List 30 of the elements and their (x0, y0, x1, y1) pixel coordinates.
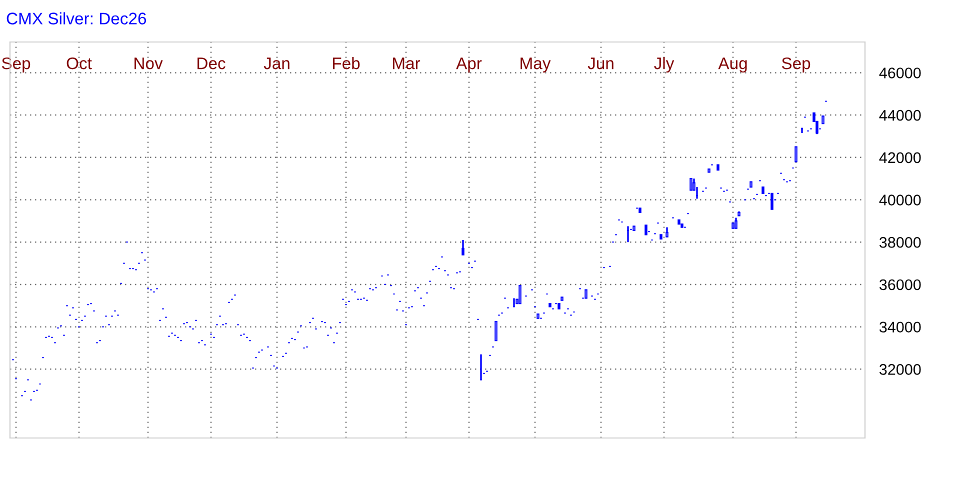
x-tick-label: Mar (393, 58, 420, 70)
x-tick-label: Jun (588, 58, 614, 70)
candlestick (794, 146, 798, 162)
x-tick-label: May (520, 58, 551, 73)
candlestick (770, 192, 774, 210)
chart-title: CMX Silver: Dec26 (6, 12, 146, 24)
candlestick (690, 178, 692, 191)
x-tick-label: Oct (66, 57, 92, 70)
candlestick (494, 320, 498, 342)
x-tick-label: Dec (198, 58, 226, 70)
y-tick-label: 34000 (879, 322, 921, 333)
candlestick (666, 226, 668, 238)
y-tick-label: 38000 (879, 236, 921, 248)
candlestick (518, 284, 522, 304)
x-tick-label: Apr (456, 58, 482, 73)
y-tick-label: 42000 (879, 152, 921, 164)
y-tick-label: 40000 (879, 194, 921, 206)
candlestick (734, 216, 738, 230)
candlestick (462, 239, 464, 256)
y-tick-label: 32000 (879, 364, 921, 375)
x-tick-label: Jly (654, 57, 674, 73)
y-tick-label: 46000 (879, 68, 921, 78)
x-tick-label: Aug (718, 58, 747, 73)
candlestick (644, 224, 648, 236)
x-tick-label: Feb (333, 57, 360, 70)
x-tick-label: Sep (782, 57, 810, 73)
y-tick-label: 44000 (879, 110, 921, 121)
y-tick-label: 36000 (879, 279, 921, 290)
x-tick-label: Jan (264, 58, 290, 70)
x-tick-label: Nov (134, 58, 163, 70)
